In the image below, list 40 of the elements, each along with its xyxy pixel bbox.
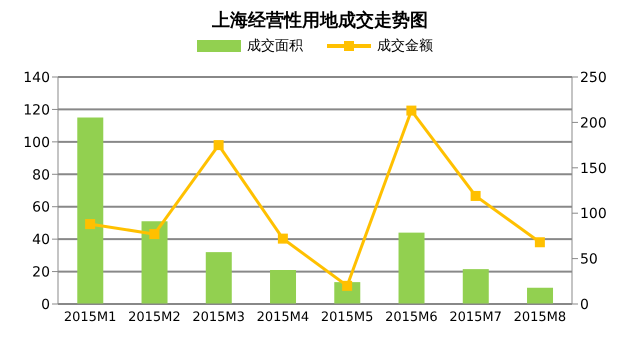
y2-tick-label: 150 — [580, 160, 607, 177]
x-tick-label: 2015M4 — [256, 310, 310, 326]
y-tick-label: 0 — [41, 296, 50, 313]
x-tick-label: 2015M8 — [514, 310, 566, 326]
y-tick-label: 140 — [23, 70, 50, 86]
y2-tick-label: 200 — [580, 115, 607, 132]
y-tick-label: 80 — [32, 167, 50, 184]
point — [85, 219, 96, 230]
y-tick-label: 40 — [32, 232, 50, 248]
y-tick-label: 60 — [32, 200, 50, 216]
y-tick-label: 20 — [32, 264, 50, 281]
point — [149, 229, 160, 240]
point — [278, 234, 288, 244]
legend-label: 成交面积 — [247, 37, 303, 55]
y2-tick-label: 250 — [580, 70, 607, 86]
chart-title: 上海经营性用地成交走势图 — [211, 9, 429, 32]
bar — [206, 252, 232, 304]
x-tick-label: 2015M3 — [192, 310, 245, 326]
bar — [398, 232, 425, 304]
legend-label: 成交金额 — [377, 37, 433, 55]
y-tick-label: 100 — [23, 134, 50, 151]
point — [342, 280, 352, 291]
bar — [77, 118, 104, 304]
bar — [527, 288, 554, 304]
bar — [142, 221, 168, 304]
point — [470, 190, 481, 201]
point — [534, 237, 545, 248]
x-tick-label: 2015M5 — [320, 310, 374, 326]
x-tick-label: 2015M2 — [128, 310, 181, 326]
x-tick-label: 2015M6 — [385, 310, 438, 326]
bar — [462, 269, 489, 304]
point — [406, 106, 416, 116]
y2-tick-label: 100 — [580, 206, 607, 222]
point — [214, 140, 224, 150]
x-tick-label: 2015M7 — [449, 310, 502, 326]
y2-tick-label: 50 — [580, 252, 598, 268]
bar — [270, 270, 296, 304]
x-tick-label: 2015M1 — [64, 310, 116, 326]
y-tick-label: 120 — [23, 102, 50, 118]
y2-tick-label: 0 — [580, 296, 589, 313]
